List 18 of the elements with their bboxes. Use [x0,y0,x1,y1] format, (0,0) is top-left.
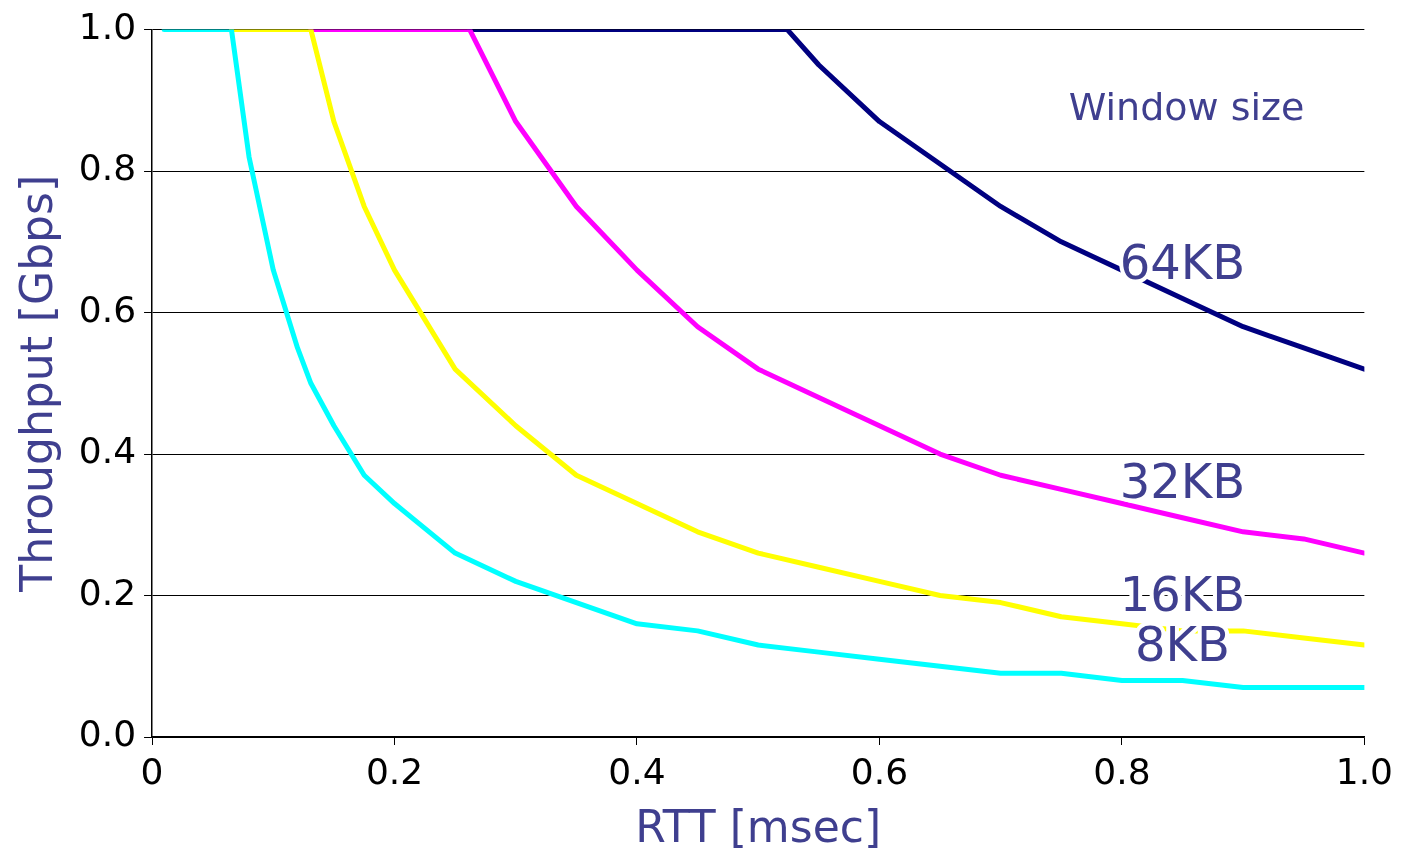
y-tick-label: 0.6 [78,288,137,330]
x-axis-title: RTT [msec] [635,801,882,853]
x-tick-label: 0 [140,750,164,792]
y-axis-title: Throughput [Gbps] [10,174,62,593]
x-tick-label: 0.8 [1093,750,1151,792]
x-tick-label: 0.2 [365,750,424,792]
x-tick-label: 0.6 [850,750,909,792]
series-label: 32KB [1119,453,1246,510]
y-tick-label: 0.4 [78,430,137,472]
series-label: 8KB [1135,615,1230,672]
x-tick-label: 1.0 [1335,750,1394,792]
y-tick-label: 1.0 [78,5,137,47]
y-tick-label: 0.0 [78,713,137,755]
y-tick-label: 0.2 [78,571,137,613]
x-tick-label: 0.4 [608,750,666,792]
legend-title: Window size [1068,85,1305,130]
series-label: 64KB [1119,233,1246,290]
y-tick-label: 0.8 [78,147,137,189]
